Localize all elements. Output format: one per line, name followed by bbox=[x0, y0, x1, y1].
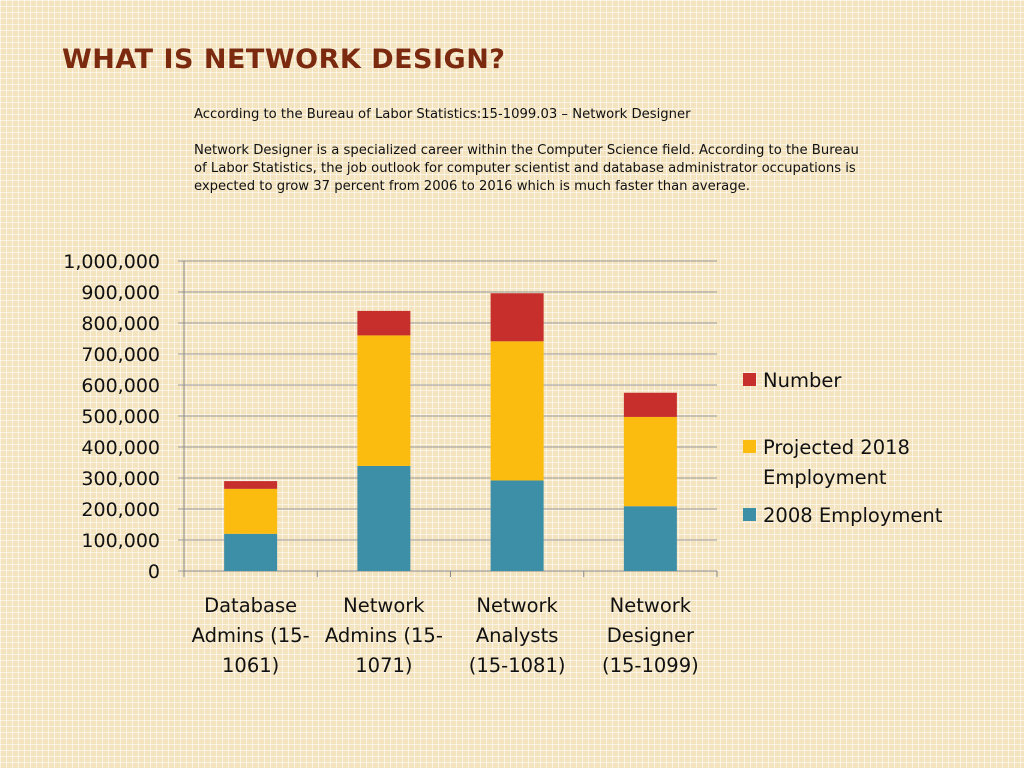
x-category-label-line: Designer bbox=[607, 624, 695, 647]
legend-label: 2008 Employment bbox=[763, 504, 943, 527]
x-category-label-line: Admins (15- bbox=[325, 624, 443, 647]
legend-label-line: Projected 2018 bbox=[763, 436, 910, 459]
bar-segment bbox=[224, 533, 278, 571]
y-tick-label: 500,000 bbox=[81, 406, 160, 428]
legend-label-line: 2008 Employment bbox=[763, 504, 943, 527]
bar-segment bbox=[357, 335, 411, 466]
x-category-label: Network Analysts (15-1081) bbox=[469, 594, 566, 677]
x-category-label: Network Admins (15- 1071) bbox=[325, 594, 443, 677]
slide-title: WHAT IS NETWORK DESIGN? bbox=[62, 44, 506, 75]
y-tick-label: 900,000 bbox=[81, 282, 160, 304]
bar-segment bbox=[224, 481, 278, 489]
bar-segment bbox=[357, 310, 411, 336]
x-category-label-line: Network bbox=[610, 594, 692, 617]
x-category-label-line: Network bbox=[343, 594, 425, 617]
legend-swatch bbox=[743, 508, 756, 521]
bar-segment bbox=[490, 341, 544, 481]
y-tick-label: 300,000 bbox=[81, 468, 160, 490]
legend-label-line: Number bbox=[763, 369, 842, 392]
x-category-label: Network Designer (15-1099) bbox=[602, 594, 699, 677]
y-tick-label: 600,000 bbox=[81, 375, 160, 397]
bar-segment bbox=[490, 480, 544, 571]
x-category-label-line: Admins (15- bbox=[192, 624, 310, 647]
y-tick-label: 0 bbox=[148, 561, 160, 583]
x-category-label-line: Analysts bbox=[476, 624, 559, 647]
y-tick-label: 200,000 bbox=[81, 499, 160, 521]
y-tick-label: 100,000 bbox=[81, 530, 160, 552]
x-category-label-line: (15-1099) bbox=[602, 654, 699, 677]
y-tick-label: 400,000 bbox=[81, 437, 160, 459]
x-category-label-line: (15-1081) bbox=[469, 654, 566, 677]
legend-label: Number bbox=[763, 369, 842, 392]
description-block: According to the Bureau of Labor Statist… bbox=[194, 106, 859, 196]
bar-segment bbox=[490, 293, 544, 342]
legend-label: Projected 2018 Employment bbox=[763, 436, 910, 489]
x-category-label-line: 1061) bbox=[222, 654, 279, 677]
legend-swatch bbox=[743, 440, 756, 453]
x-category-label-line: Network bbox=[476, 594, 558, 617]
bar-segment bbox=[623, 506, 677, 571]
legend-swatch bbox=[743, 373, 756, 386]
bar-segment bbox=[623, 392, 677, 417]
description-paragraph: Network Designer is a specialized career… bbox=[194, 143, 859, 194]
bar-segment bbox=[357, 465, 411, 571]
bar-segment bbox=[224, 488, 278, 534]
x-category-label-line: Database bbox=[204, 594, 297, 617]
x-category-label: Database Admins (15- 1061) bbox=[192, 594, 310, 677]
bar-segment bbox=[623, 416, 677, 507]
y-tick-label: 800,000 bbox=[81, 313, 160, 335]
source-line: According to the Bureau of Labor Statist… bbox=[194, 107, 691, 122]
y-tick-label: 1,000,000 bbox=[63, 251, 160, 273]
legend-label-line: Employment bbox=[763, 466, 887, 489]
x-category-label-line: 1071) bbox=[355, 654, 412, 677]
y-tick-label: 700,000 bbox=[81, 344, 160, 366]
